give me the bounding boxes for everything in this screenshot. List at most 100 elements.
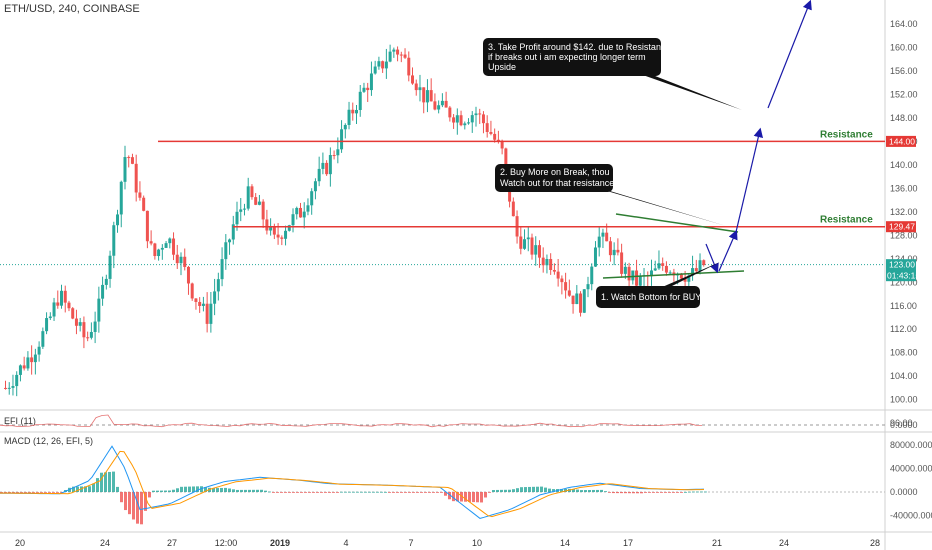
candle-body (593, 247, 597, 267)
macd-hist-bar (604, 491, 607, 492)
price-tick: 136.00 (890, 183, 918, 193)
candle-body (384, 61, 388, 69)
candle-body (67, 302, 71, 309)
candle-body (246, 186, 250, 209)
price-tick: 164.00 (890, 19, 918, 29)
trendline-upper[interactable] (615, 213, 739, 233)
candle-body (101, 284, 105, 299)
annotation-take-profit[interactable]: 3. Take Profit around $142. due to Resis… (483, 38, 670, 76)
macd-hist-bar (216, 488, 219, 492)
annotation-buy-more[interactable]: 2. Buy More on Break, thou Watch out for… (495, 164, 614, 192)
annotation-watch-bottom[interactable]: 1. Watch Bottom for BUY (596, 286, 701, 308)
candle-body (82, 322, 86, 338)
candle-body (452, 117, 456, 123)
macd-hist-bar (264, 490, 267, 492)
macd-hist-bar (248, 489, 251, 492)
macd-hist-bar (644, 492, 647, 493)
macd-hist-bar (260, 489, 263, 492)
candle-body (664, 265, 668, 273)
candle-body (425, 90, 429, 103)
macd-hist-bar (144, 492, 147, 511)
annotation-3-line-1: 3. Take Profit around $142. due to Resis… (488, 42, 670, 52)
candle-body (500, 140, 504, 149)
macd-hist-bar (432, 492, 435, 493)
time-tick: 4 (343, 538, 348, 548)
candle-body (242, 208, 246, 210)
candle-body (310, 191, 314, 206)
macd-hist-bar (328, 492, 331, 493)
candle-body (78, 322, 82, 326)
macd-hist-bar (668, 492, 671, 493)
price-tick: 132.00 (890, 207, 918, 217)
macd-hist-bar (528, 486, 531, 492)
candle-body (280, 237, 284, 239)
macd-hist-bar (388, 492, 391, 493)
candle-body (481, 114, 485, 124)
badge-current-price: 123.00 (889, 260, 915, 270)
arrow-dip (705, 243, 719, 274)
candle-body (403, 54, 407, 58)
macd-hist-bar (564, 488, 567, 492)
macd-hist-bar (12, 492, 15, 493)
macd-hist-bar (136, 492, 139, 524)
efi-pane: EFI (11) 0.0000 (0, 414, 918, 430)
macd-hist-bar (24, 492, 27, 493)
candle-body (340, 129, 344, 150)
candle-body (116, 214, 120, 226)
candle-body (433, 101, 437, 110)
candle-body (321, 162, 325, 169)
candle-body (201, 303, 205, 306)
candle-body (418, 87, 422, 91)
macd-hist-bar (348, 491, 351, 493)
trendline-lower[interactable] (602, 270, 745, 279)
macd-signal-line (0, 450, 705, 518)
macd-hist-bar (376, 491, 379, 493)
macd-hist-bar (616, 492, 619, 494)
macd-hist-bar (676, 492, 679, 493)
macd-hist-bar (296, 492, 299, 493)
macd-hist-bar (448, 492, 451, 500)
candle-body (444, 100, 448, 108)
price-axis: 164.00 160.00 156.00 152.00 148.00 144.00 140.… (890, 19, 918, 428)
macd-hist-bar (508, 489, 511, 492)
macd-hist-bar (48, 492, 51, 493)
macd-axis: 80000.0000 40000.0000 0.0000 -40000.0000 (0, 440, 932, 521)
macd-hist-bar (560, 488, 563, 492)
macd-hist-bar (520, 487, 523, 492)
macd-tick: -40000.0000 (890, 511, 932, 521)
macd-hist-bar (512, 489, 515, 492)
candle-body (149, 241, 153, 244)
candle-body (590, 266, 594, 285)
macd-hist-bar (372, 491, 375, 493)
candle-body (519, 236, 523, 249)
macd-hist-bar (224, 487, 227, 492)
candle-body (399, 54, 403, 56)
candle-body (52, 302, 56, 317)
candle-body (30, 357, 34, 363)
candles (4, 44, 706, 397)
candle-body (26, 357, 30, 369)
resistance-label-upper: Resistance (820, 129, 873, 140)
candle-body (4, 387, 7, 389)
candle-body (213, 291, 217, 304)
macd-hist-bar (492, 490, 495, 492)
macd-hist-bar (16, 492, 19, 493)
candle-body (127, 157, 131, 159)
macd-hist-bar (548, 488, 551, 492)
arrow-upside (767, 0, 812, 109)
candle-body (474, 113, 478, 116)
macd-hist-bar (160, 490, 163, 492)
macd-hist-bar (100, 472, 103, 492)
macd-hist-bar (444, 492, 447, 496)
time-tick: 17 (623, 538, 633, 548)
price-tick: 96.00 (890, 418, 913, 428)
candle-body (254, 197, 258, 205)
candle-body (306, 205, 310, 212)
price-tick: 104.00 (890, 371, 918, 381)
candle-body (239, 209, 243, 212)
time-tick: 10 (472, 538, 482, 548)
candle-body (552, 269, 556, 272)
macd-hist-bar (256, 489, 259, 492)
